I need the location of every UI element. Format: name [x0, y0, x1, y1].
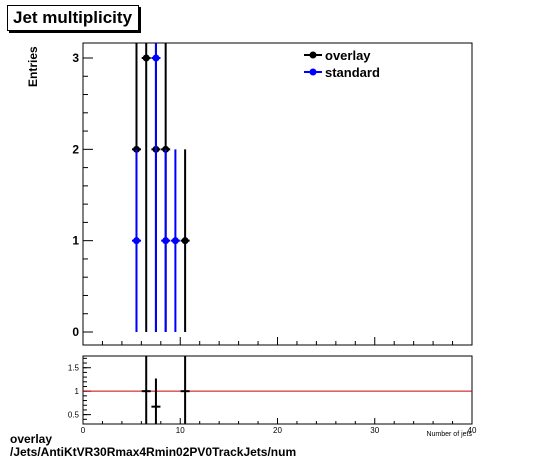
- main-plot-panel: 0 1 2 3 overlay standard: [72, 42, 473, 346]
- x-tick-label: 40: [468, 426, 477, 435]
- chart-title: Jet multiplicity: [7, 5, 140, 31]
- ratio-y-tick-label: 0.5: [68, 411, 80, 420]
- footer-label: overlay: [10, 432, 53, 446]
- overlay-point: [181, 237, 189, 245]
- overlay-point: [142, 54, 150, 62]
- standard-point: [162, 237, 170, 245]
- legend-marker: [309, 68, 317, 76]
- y-tick-label: 0: [72, 325, 79, 339]
- y-tick-label: 1: [72, 234, 79, 248]
- standard-point: [171, 237, 179, 245]
- standard-point: [132, 237, 140, 245]
- x-tick-label: 30: [370, 426, 379, 435]
- y-tick-label: 2: [72, 142, 79, 156]
- main-plot-frame: [82, 42, 473, 346]
- ratio-y-tick-label: 1: [75, 387, 80, 396]
- standard-point: [152, 54, 160, 62]
- legend-marker: [309, 51, 317, 59]
- ratio-plot-frame: [82, 355, 473, 425]
- legend-label-standard: standard: [325, 65, 380, 80]
- y-tick-label: 3: [72, 51, 79, 65]
- x-tick-label: 10: [176, 426, 185, 435]
- x-tick-label: 0: [81, 426, 86, 435]
- x-tick-label: 20: [273, 426, 282, 435]
- x-axis-label: Number of jets: [426, 431, 472, 438]
- y-axis-label: Entries: [26, 46, 40, 87]
- ratio-y-tick-label: 1.5: [68, 364, 80, 373]
- histogram-path: /Jets/AntiKtVR30Rmax4Rmin02PV0TrackJets/…: [10, 445, 297, 459]
- ratio-plot-panel: 0.5 1 1.5 0 10 20 30 40: [68, 355, 477, 435]
- legend-label-overlay: overlay: [325, 48, 371, 63]
